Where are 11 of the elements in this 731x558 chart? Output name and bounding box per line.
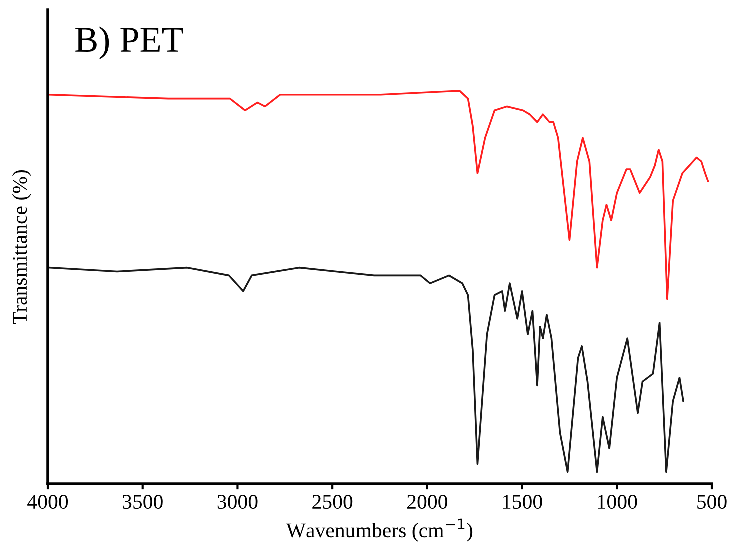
- x-tick-label: 500: [698, 495, 727, 510]
- chart-title: B) PET: [76, 26, 184, 60]
- x-tick-label: 2000: [408, 495, 448, 510]
- x-axis-title: Wavenumbers (cm$^{−1}$): [286, 518, 473, 542]
- x-tick-label: 2500: [312, 495, 353, 510]
- x-tick-label: 3500: [123, 495, 163, 510]
- y-axis-title: Transmittance (%): [12, 170, 32, 324]
- x-tick-label: 1000: [598, 495, 638, 510]
- x-tick-label: 3000: [218, 495, 258, 510]
- x-tick-label: 1500: [503, 495, 542, 510]
- x-tick-label: 4000: [28, 495, 68, 510]
